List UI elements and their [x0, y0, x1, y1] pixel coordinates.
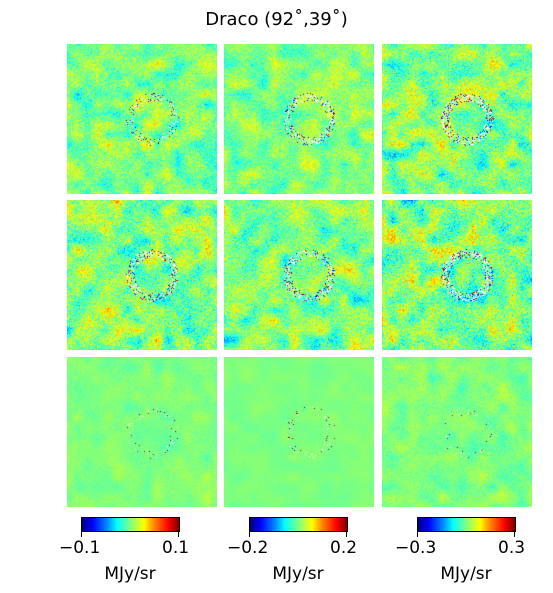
- map-panel-r2c2: [224, 200, 374, 350]
- colorbar-2-max-label: 0.2: [330, 538, 358, 558]
- colorbar-1-tick-min: [81, 532, 82, 537]
- colorbar-2-tick-min: [249, 532, 250, 537]
- colorbar-3-tick-min: [417, 532, 418, 537]
- colorbar-1-min-label: −0.1: [59, 538, 101, 558]
- map-panel-r1c3: [382, 44, 532, 194]
- colorbar-1-tick-max: [178, 532, 179, 537]
- colorbar-3: [417, 517, 516, 532]
- map-panel-r2c1: [67, 200, 217, 350]
- colorbar-2-tick-max: [346, 532, 347, 537]
- map-panel-r3c2: [224, 357, 374, 507]
- colorbar-3-unit: MJy/sr: [440, 564, 492, 584]
- colorbar-3-max-label: 0.3: [498, 538, 526, 558]
- colorbar-2-min-label: −0.2: [227, 538, 269, 558]
- colorbar-2-unit: MJy/sr: [272, 564, 324, 584]
- colorbar-1-max-label: 0.1: [162, 538, 190, 558]
- map-panel-r2c3: [382, 200, 532, 350]
- map-panel-r1c2: [224, 44, 374, 194]
- colorbar-3-tick-max: [514, 532, 515, 537]
- map-panel-r1c1: [67, 44, 217, 194]
- colorbar-1: [81, 517, 180, 532]
- figure-title: Draco (92˚,39˚): [205, 9, 348, 30]
- colorbar-3-min-label: −0.3: [395, 538, 437, 558]
- colorbar-1-unit: MJy/sr: [104, 564, 156, 584]
- map-panel-r3c3: [382, 357, 532, 507]
- map-panel-r3c1: [67, 357, 217, 507]
- colorbar-2: [249, 517, 348, 532]
